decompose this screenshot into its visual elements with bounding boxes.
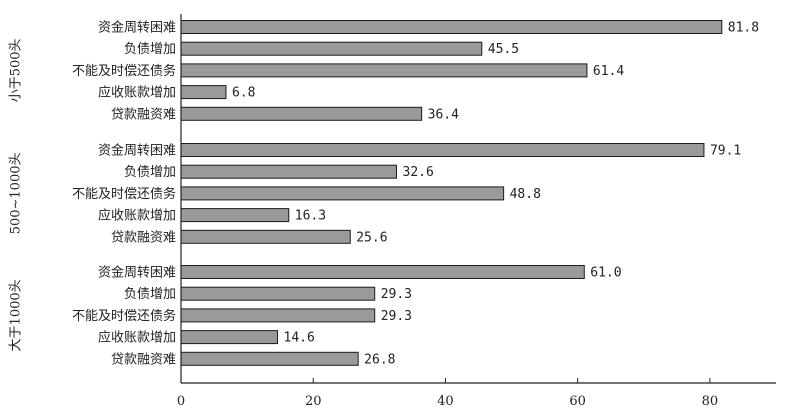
bar — [180, 265, 585, 279]
bar — [180, 351, 359, 366]
bar — [180, 143, 705, 157]
category-label: 不能及时偿还债务 — [72, 63, 176, 79]
bar — [180, 330, 279, 345]
category-label: 负债增加 — [124, 165, 176, 180]
bar — [180, 106, 423, 121]
category-label: 负债增加 — [124, 42, 176, 57]
data-label: 14.6 — [284, 331, 315, 346]
x-tick-label: 0 — [177, 394, 185, 409]
x-tick-label: 80 — [702, 394, 719, 409]
bar — [180, 20, 723, 34]
category-label: 贷款融资难 — [111, 230, 176, 245]
bar — [180, 164, 398, 179]
bar — [180, 286, 376, 301]
group-label: 小于500头 — [9, 38, 24, 102]
data-label: 16.3 — [295, 209, 326, 224]
bar — [180, 229, 351, 244]
category-label: 应收账款增加 — [98, 208, 176, 224]
data-label: 29.3 — [381, 287, 412, 302]
data-label: 32.6 — [403, 165, 434, 180]
data-label: 81.8 — [728, 21, 759, 36]
data-label: 25.6 — [356, 230, 387, 245]
bar — [180, 186, 505, 201]
category-label: 贷款融资难 — [111, 107, 176, 122]
category-label: 贷款融资难 — [111, 352, 176, 367]
group-label: 500~1000头 — [9, 153, 24, 235]
data-label: 6.8 — [232, 86, 255, 101]
x-tick-label: 60 — [569, 394, 586, 409]
bar — [180, 85, 227, 100]
category-label: 资金周转困难 — [98, 143, 176, 159]
bar — [180, 63, 588, 78]
data-label: 29.3 — [381, 309, 412, 324]
category-label: 负债增加 — [124, 287, 176, 302]
data-label: 45.5 — [488, 42, 519, 57]
category-label: 不能及时偿还债务 — [72, 186, 176, 202]
data-label: 79.1 — [710, 144, 741, 159]
category-label: 不能及时偿还债务 — [72, 308, 176, 324]
data-label: 36.4 — [428, 107, 459, 122]
x-tick-label: 20 — [305, 394, 322, 409]
category-label: 应收账款增加 — [98, 330, 176, 346]
category-label: 资金周转困难 — [98, 20, 176, 36]
bar — [180, 41, 483, 56]
data-label: 61.4 — [593, 64, 624, 79]
bar — [180, 208, 290, 223]
data-label: 48.8 — [510, 187, 541, 202]
group-label: 大于1000头 — [9, 279, 24, 351]
data-label: 61.0 — [590, 266, 621, 281]
bar — [180, 308, 376, 323]
x-tick-label: 40 — [437, 394, 454, 409]
data-label: 26.8 — [364, 352, 395, 367]
category-label: 应收账款增加 — [98, 85, 176, 101]
category-label: 资金周转困难 — [98, 265, 176, 281]
